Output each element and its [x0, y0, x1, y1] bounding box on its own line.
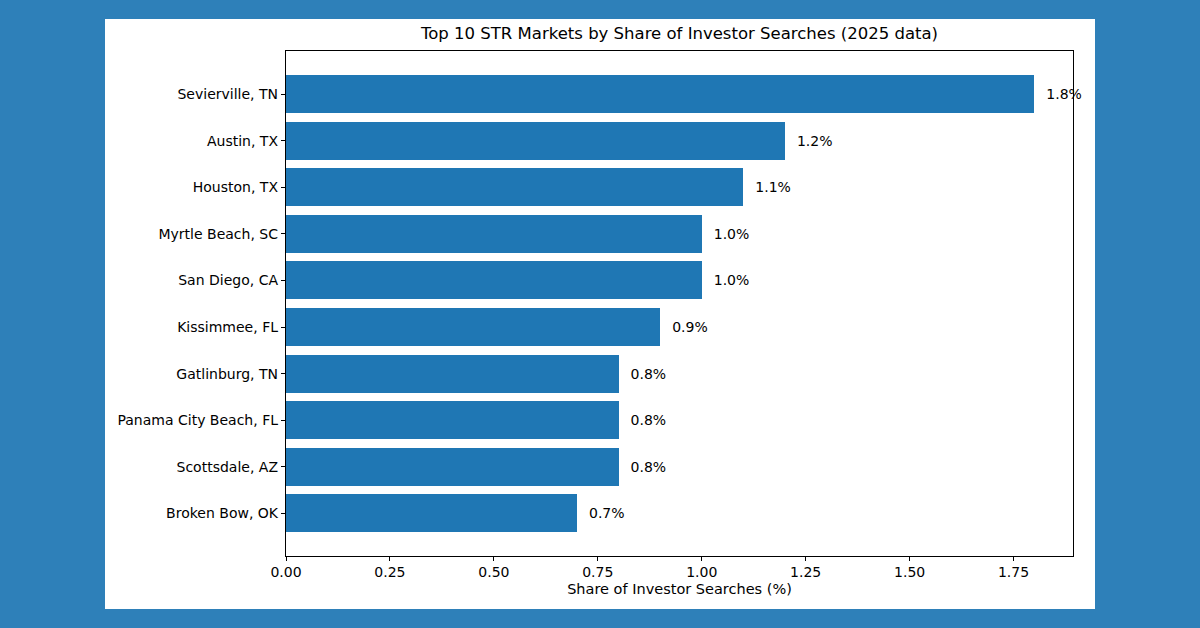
x-tick-mark — [701, 557, 702, 561]
y-tick-mark — [281, 233, 285, 234]
bar — [286, 401, 619, 439]
value-label: 1.1% — [755, 179, 791, 195]
chart-card: Top 10 STR Markets by Share of Investor … — [105, 19, 1095, 609]
x-tick-mark — [286, 557, 287, 561]
category-label: Panama City Beach, FL — [117, 412, 278, 428]
category-label: Kissimmee, FL — [177, 319, 278, 335]
bar-row: Houston, TX1.1% — [286, 164, 1073, 211]
x-axis-label: Share of Investor Searches (%) — [285, 581, 1074, 597]
category-label: Gatlinburg, TN — [176, 366, 278, 382]
bar — [286, 448, 619, 486]
value-label: 1.8% — [1046, 86, 1082, 102]
bar — [286, 168, 743, 206]
category-label: Austin, TX — [207, 133, 278, 149]
page-background: Top 10 STR Markets by Share of Investor … — [0, 0, 1200, 628]
x-tick-mark — [805, 557, 806, 561]
x-tick-label: 0.50 — [478, 564, 509, 580]
bar-row: Scottsdale, AZ0.8% — [286, 443, 1073, 490]
bar-row: Kissimmee, FL0.9% — [286, 304, 1073, 351]
bar — [286, 75, 1034, 113]
value-label: 0.9% — [672, 319, 708, 335]
y-tick-mark — [281, 513, 285, 514]
value-label: 0.8% — [631, 412, 667, 428]
y-tick-mark — [281, 373, 285, 374]
x-tick-mark — [1013, 557, 1014, 561]
bar-row: Sevierville, TN1.8% — [286, 71, 1073, 118]
value-label: 0.8% — [631, 366, 667, 382]
value-label: 0.7% — [589, 505, 625, 521]
x-tick-label: 0.00 — [270, 564, 301, 580]
y-tick-mark — [281, 140, 285, 141]
x-tick-label: 1.75 — [998, 564, 1029, 580]
bar-row: San Diego, CA1.0% — [286, 257, 1073, 304]
bar — [286, 355, 619, 393]
category-label: Sevierville, TN — [177, 86, 278, 102]
bar — [286, 308, 660, 346]
bar — [286, 215, 702, 253]
bar-row: Panama City Beach, FL0.8% — [286, 397, 1073, 444]
bar-row: Myrtle Beach, SC1.0% — [286, 211, 1073, 258]
value-label: 0.8% — [631, 459, 667, 475]
value-label: 1.2% — [797, 133, 833, 149]
x-tick-mark — [597, 557, 598, 561]
x-tick-label: 1.00 — [686, 564, 717, 580]
x-tick-label: 0.25 — [374, 564, 405, 580]
x-tick-mark — [909, 557, 910, 561]
category-label: Broken Bow, OK — [166, 505, 278, 521]
y-tick-mark — [281, 187, 285, 188]
value-label: 1.0% — [714, 272, 750, 288]
x-tick-mark — [389, 557, 390, 561]
category-label: Myrtle Beach, SC — [159, 226, 279, 242]
x-tick-label: 1.50 — [894, 564, 925, 580]
y-tick-mark — [281, 94, 285, 95]
bar — [286, 261, 702, 299]
category-label: Houston, TX — [193, 179, 278, 195]
chart-title: Top 10 STR Markets by Share of Investor … — [285, 24, 1074, 44]
x-tick-label: 1.25 — [790, 564, 821, 580]
plot-area: Sevierville, TN1.8%Austin, TX1.2%Houston… — [285, 50, 1074, 557]
y-tick-mark — [281, 466, 285, 467]
y-tick-mark — [281, 420, 285, 421]
x-tick-mark — [493, 557, 494, 561]
y-tick-mark — [281, 327, 285, 328]
category-label: San Diego, CA — [178, 272, 278, 288]
bar-row: Broken Bow, OK0.7% — [286, 490, 1073, 537]
x-tick-label: 0.75 — [582, 564, 613, 580]
y-tick-mark — [281, 280, 285, 281]
bar — [286, 122, 785, 160]
value-label: 1.0% — [714, 226, 750, 242]
bar — [286, 494, 577, 532]
category-label: Scottsdale, AZ — [177, 459, 278, 475]
bar-row: Gatlinburg, TN0.8% — [286, 350, 1073, 397]
bar-row: Austin, TX1.2% — [286, 118, 1073, 165]
